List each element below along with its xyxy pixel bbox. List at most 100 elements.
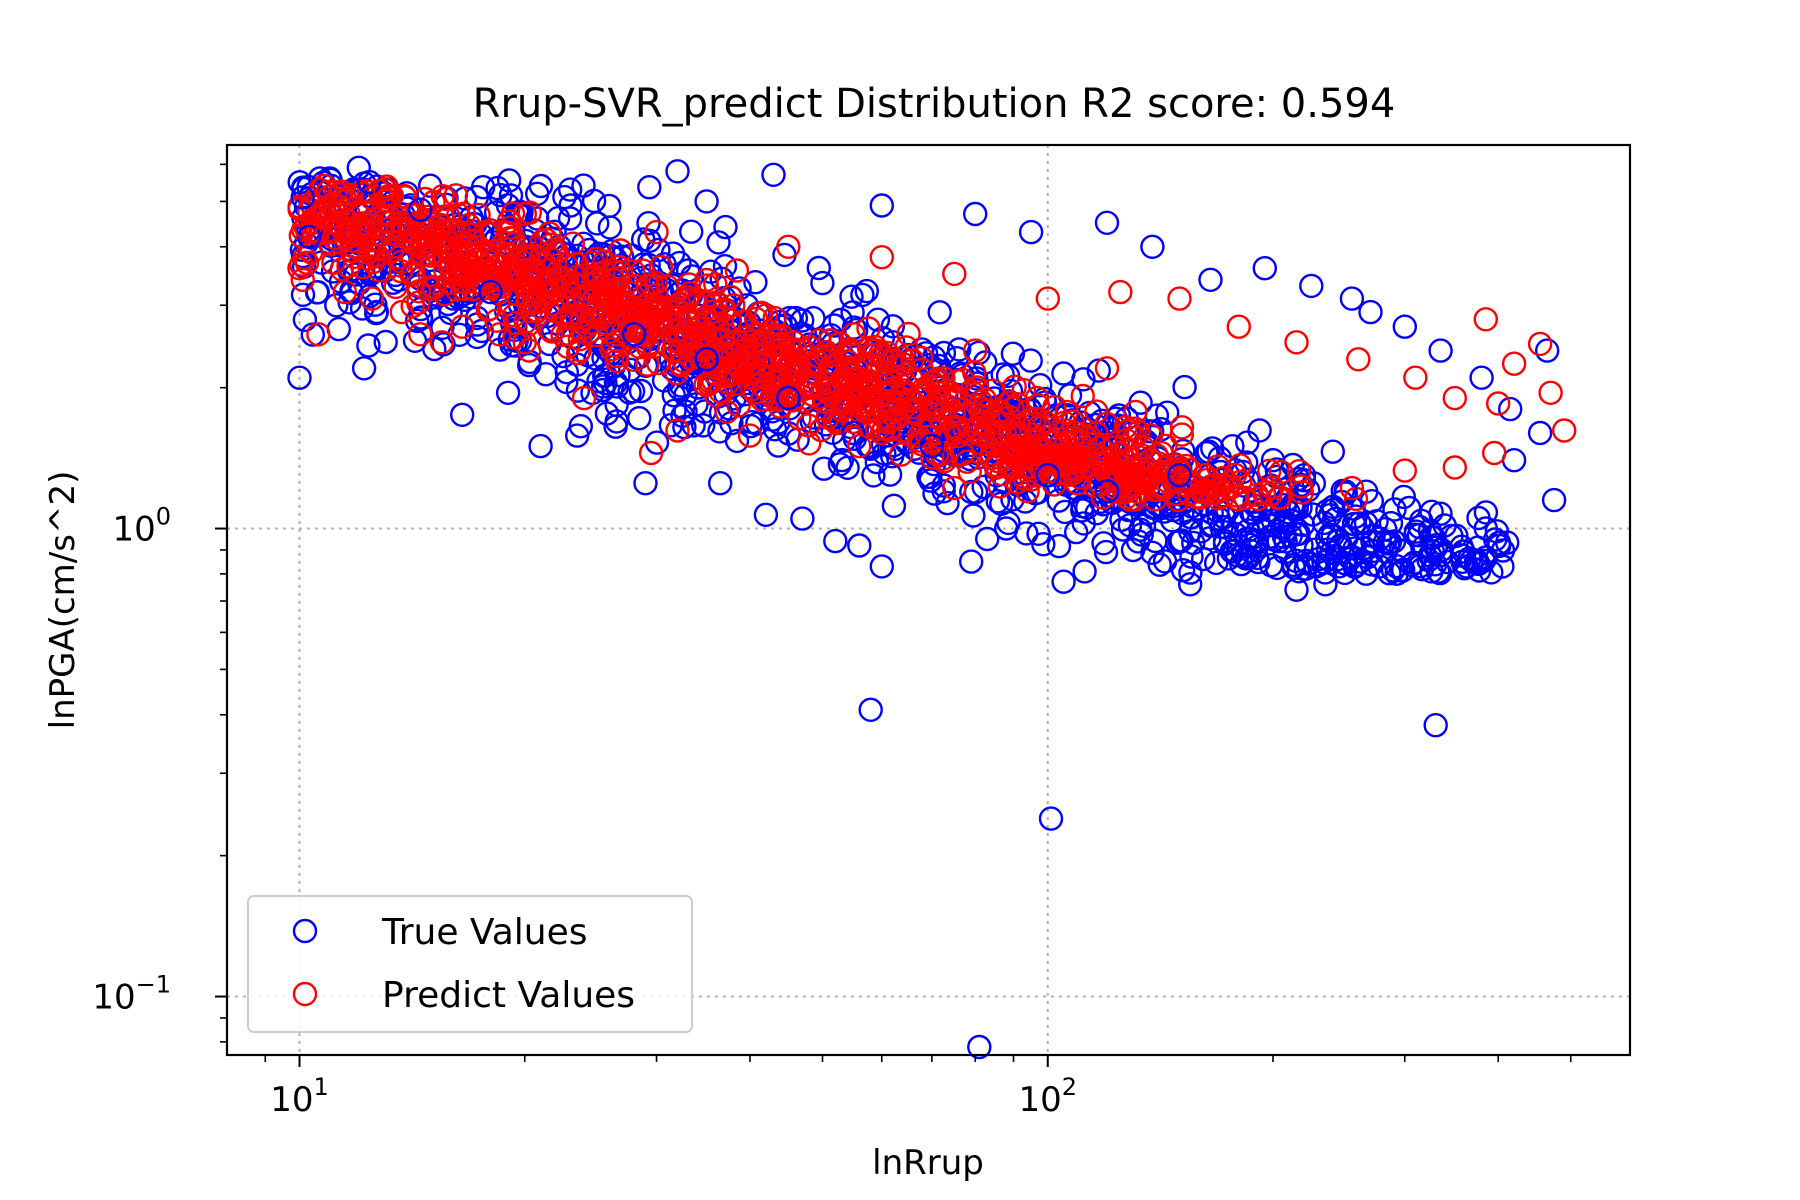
true-value-cloud-point [603,414,628,439]
true-value-cloud-point [631,227,656,252]
predict-value-point [1527,331,1553,357]
true-value-point [1198,267,1223,292]
true-value-cloud-point [1384,561,1409,586]
predict-value-cloud-point [321,250,346,275]
predict-value-cloud-point [486,238,512,264]
true-value-cloud-point [1046,533,1072,559]
predict-value-cloud-point [621,347,646,372]
predict-value-cloud-point [1122,416,1148,441]
true-value-point [1348,549,1373,574]
predict-value-cloud-point [583,323,609,348]
predict-value-point [847,433,872,459]
predict-value-point [359,286,385,311]
predict-value-cloud-point [635,352,660,377]
true-value-cloud-point [1300,502,1325,527]
predict-value-point [776,234,801,260]
true-value-point [708,471,733,496]
predict-value-point [571,385,597,411]
true-value-cloud-point [1027,373,1053,398]
predict-value-point [1060,455,1086,480]
predict-value-cloud-point [501,252,526,277]
predict-value-cloud-point [456,212,481,238]
true-value-point [351,356,377,381]
true-value-cloud-point [839,284,864,309]
true-value-point [1035,463,1061,488]
true-value-cloud-point [1190,546,1216,572]
predict-value-cloud-point [749,387,775,412]
predict-value-point [429,330,455,355]
predict-value-cloud-point [1067,429,1092,455]
predict-value-point [1001,453,1026,479]
predict-value-cloud-point [856,316,881,341]
true-value-point [1541,487,1567,513]
predict-value-point [1501,351,1527,376]
predict-value-point [306,322,331,347]
y-tick-label: 100 [112,503,171,550]
predict-value-point [737,423,763,448]
predict-value-cloud-point [1005,392,1030,417]
true-value-point [1177,572,1203,597]
predict-value-cloud-point [559,303,585,328]
true-value-cloud-point [558,193,583,218]
true-value-point [528,433,553,459]
predict-value-point [332,279,358,305]
predict-value-point [1346,347,1371,372]
true-value-cloud-point [1409,557,1435,582]
predict-value-cloud-point [857,414,882,439]
true-value-cloud-point [586,369,611,394]
legend: True Values Predict Values [247,895,693,1033]
y-axis-label: lnPGA(cm/s^2) [43,471,83,730]
predict-value-point [450,314,475,339]
predict-value-point [512,201,537,227]
true-value-cloud-point [706,230,731,255]
true-value-point [1423,713,1448,738]
true-value-cloud-point [1093,539,1119,565]
predict-value-cloud-point [1233,485,1258,511]
true-value-cloud-point [1324,547,1350,572]
predict-value-cloud-point [737,353,762,378]
true-value-point [621,322,647,347]
predict-value-cloud-point [945,423,971,449]
true-value-cloud-point [877,462,903,487]
predict-value-cloud-point [1113,414,1138,440]
predict-value-cloud-point [972,387,998,412]
true-value-cloud-point [1018,348,1043,373]
predict-value-cloud-point [668,309,693,335]
predict-value-cloud-point [726,393,751,418]
predict-value-cloud-point [430,204,455,230]
true-value-point [558,177,583,202]
predict-value-point [1403,365,1428,390]
true-value-cloud-point [637,174,662,200]
predict-value-cloud-point [621,259,646,284]
true-value-cloud-point [1057,383,1083,408]
predict-value-cloud-point [442,218,467,243]
predict-value-cloud-point [1176,482,1202,507]
true-value-cloud-point [1407,554,1433,579]
true-value-point [790,506,815,531]
true-value-cloud-point [1091,531,1116,556]
true-value-cloud-point [618,357,643,382]
predict-value-cloud-point [1169,422,1195,447]
true-value-cloud-point [1377,530,1403,555]
true-value-cloud-point [691,413,716,438]
true-value-cloud-point [1484,519,1510,544]
predict-value-cloud-point [1137,448,1162,473]
true-value-point [823,528,848,554]
true-value-cloud-point [1238,500,1264,525]
predict-value-cloud-point [763,345,788,370]
true-value-point [1358,299,1383,325]
predict-value-cloud-point [437,270,462,295]
true-value-cloud-point [828,307,853,333]
true-value-point [1018,219,1044,245]
true-value-point [1260,448,1286,473]
true-value-cloud-point [861,463,886,488]
predict-value-cloud-point [522,290,547,315]
true-value-point [975,526,1000,552]
true-value-point [597,215,623,240]
predict-value-point [638,440,664,466]
true-value-cloud-point [1172,374,1197,400]
true-value-cloud-point [1337,545,1363,570]
predict-value-point [389,299,414,325]
predict-value-cloud-point [564,252,589,277]
predict-value-cloud-point [388,258,413,284]
